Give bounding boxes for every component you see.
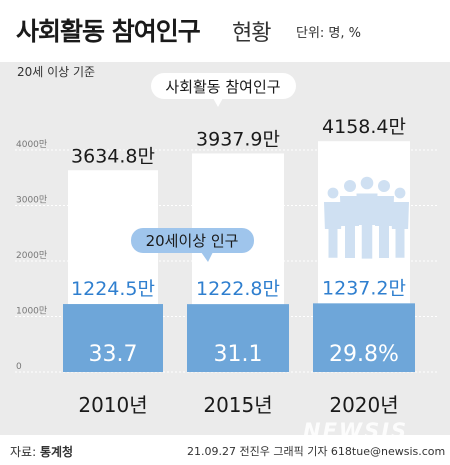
callout-participation-label: 사회활동 참여인구: [165, 78, 280, 96]
newsis-watermark: NEWSIS: [303, 419, 409, 443]
chart-svg: 20세 이상 기준 0 1000만 2000만 3000만 4000만 사회활동 참여인…: [15, 65, 438, 417]
people-icon: [324, 176, 409, 259]
bar-population: [63, 304, 163, 372]
callout-pointer: [213, 98, 223, 107]
rate-label: 29.8%: [329, 342, 399, 367]
y-tick-label: 2000만: [16, 250, 47, 261]
person-body: [374, 196, 394, 258]
callout-participation: 사회활동 참여인구: [151, 73, 296, 107]
y-tick-label: 1000만: [16, 306, 47, 317]
header: 사회활동 참여인구 현황 단위: 명, %: [0, 0, 450, 62]
callout-pointer: [201, 252, 213, 262]
chart-title-suffix: 현황: [232, 21, 271, 46]
y-tick-label: 3000만: [16, 195, 47, 206]
chart-panel: 20세 이상 기준 0 1000만 2000만 3000만 4000만 사회활동 참여인…: [0, 62, 450, 435]
person-body: [324, 202, 342, 258]
x-tick-label: 2020년: [329, 393, 398, 417]
callout-population: 20세이상 인구: [131, 228, 254, 262]
chart-subtitle: 20세 이상 기준: [17, 65, 95, 79]
source-label: 자료:: [10, 445, 37, 459]
bar-population: [187, 304, 289, 372]
value-label-population: 1237.2만: [322, 277, 406, 299]
source-note: 자료: 통계청: [10, 443, 73, 460]
person-head: [360, 176, 374, 190]
callout-population-label: 20세이상 인구: [146, 232, 239, 250]
person-body: [391, 202, 409, 258]
footer: 자료: 통계청 21.09.27 전진우 그래픽 기자 618tue@newsi…: [0, 435, 450, 465]
unit-label: 단위: 명, %: [296, 26, 362, 41]
person-head: [378, 180, 390, 192]
callout-box: [131, 228, 254, 253]
chart-title: 사회활동 참여인구: [16, 17, 201, 46]
callout-box: [151, 73, 296, 99]
x-tick-label: 2010년: [78, 393, 147, 417]
value-label-population: 1224.5만: [71, 278, 155, 300]
y-tick-label: 4000만: [16, 139, 47, 150]
value-label-participation: 3634.8만: [71, 145, 155, 167]
person-head: [344, 180, 356, 192]
y-tick-label: 0: [16, 362, 22, 372]
credit-line: 21.09.27 전진우 그래픽 기자 618tue@newsis.com: [187, 445, 446, 458]
person-head: [394, 187, 406, 199]
x-tick-label: 2015년: [203, 393, 272, 417]
rate-label: 31.1: [214, 342, 263, 367]
value-label-participation: 3937.9만: [196, 128, 280, 150]
source-value: 통계청: [39, 445, 74, 459]
rate-label: 33.7: [89, 342, 138, 367]
person-body: [356, 193, 378, 259]
person-body: [340, 196, 360, 258]
value-label-participation: 4158.4만: [322, 116, 406, 138]
bar-population: [313, 303, 415, 372]
person-head: [327, 187, 339, 199]
value-label-population: 1222.8만: [196, 278, 280, 300]
